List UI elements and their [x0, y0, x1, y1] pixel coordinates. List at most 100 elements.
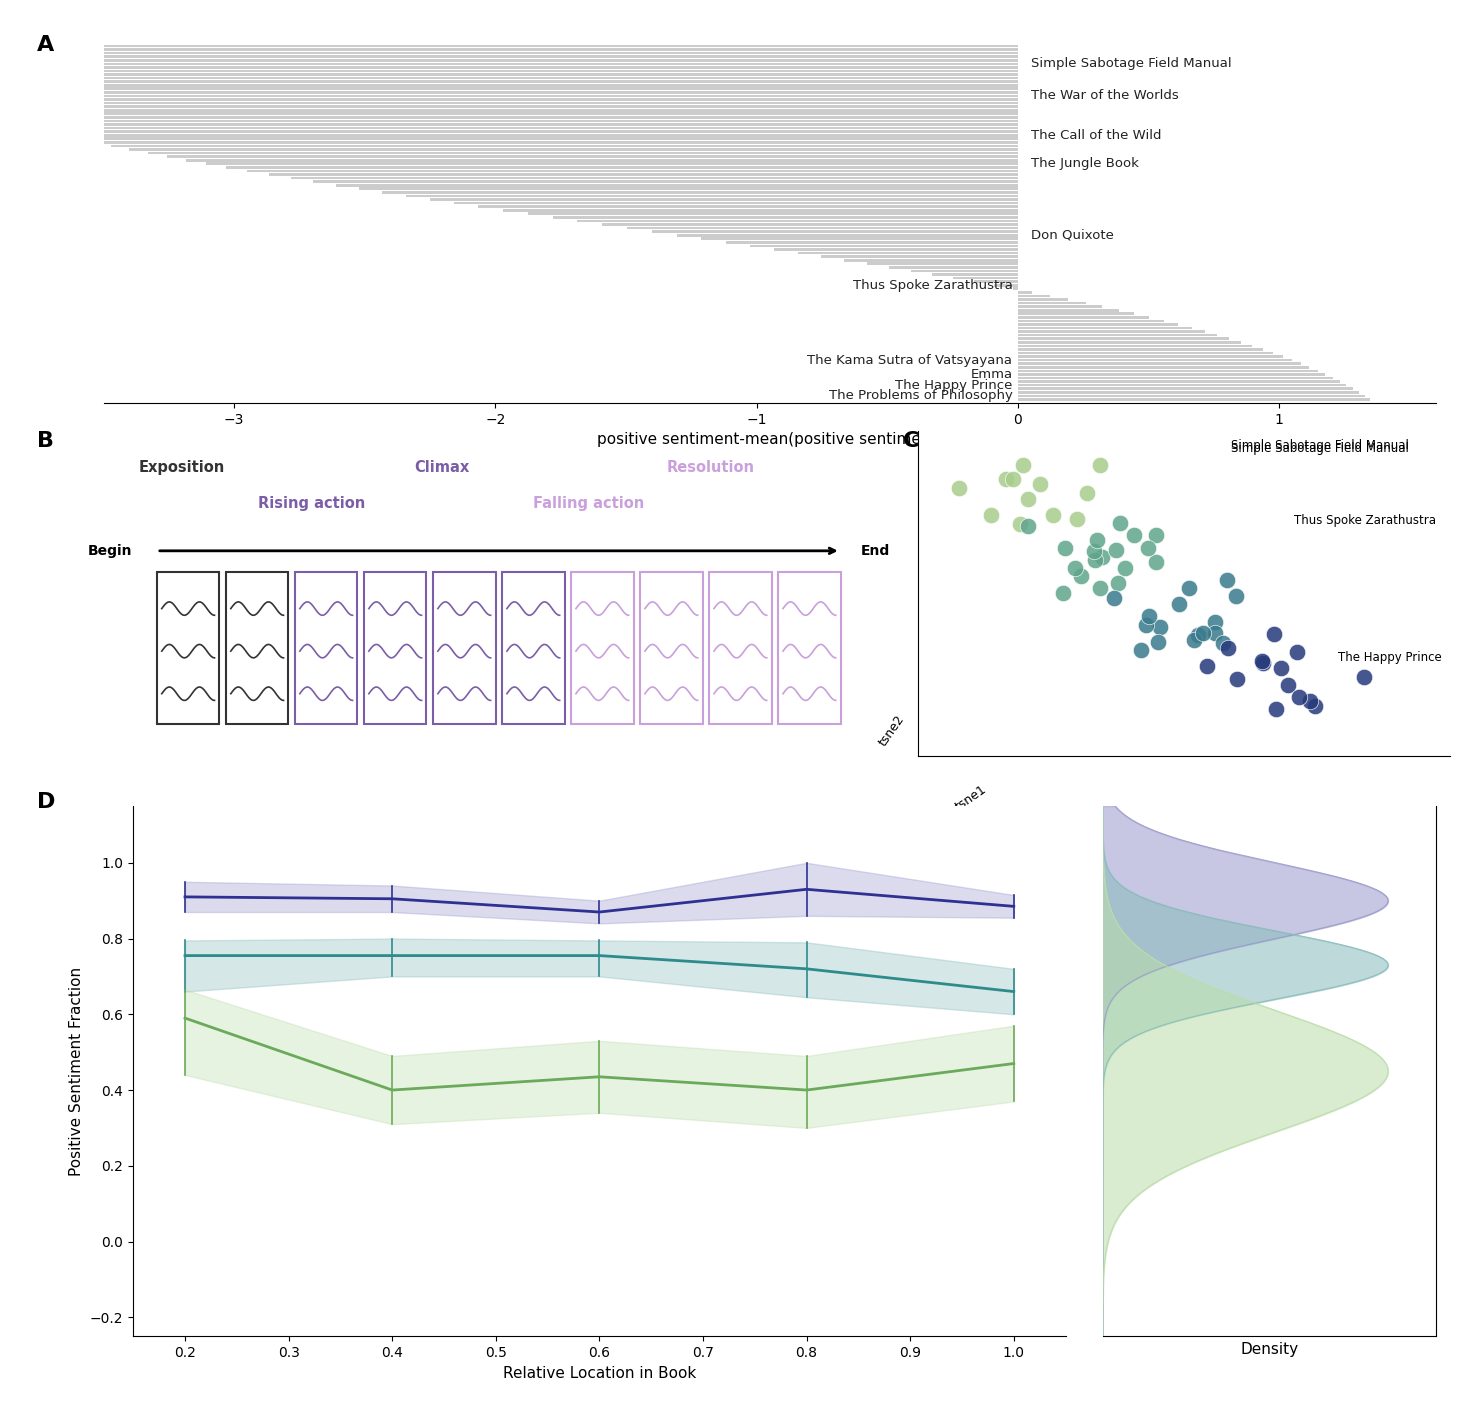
Bar — [247, 170, 1018, 173]
Bar — [478, 205, 1018, 208]
Bar — [0, 52, 1018, 55]
Bar — [867, 263, 1018, 264]
Bar — [1018, 308, 1119, 311]
Point — [1276, 673, 1299, 696]
Point — [1027, 474, 1051, 496]
Bar — [95, 141, 1018, 144]
Text: Simple Sabotage Field Manual: Simple Sabotage Field Manual — [1231, 441, 1409, 455]
Point — [1083, 549, 1107, 571]
Bar — [454, 202, 1018, 205]
Point — [1074, 481, 1098, 503]
X-axis label: Density: Density — [1240, 1342, 1298, 1357]
Text: Emma: Emma — [971, 368, 1012, 380]
Bar — [552, 216, 1018, 219]
Text: tsne1: tsne1 — [953, 782, 989, 813]
Bar — [0, 45, 1018, 47]
Point — [947, 477, 971, 499]
Point — [1017, 515, 1040, 537]
Point — [1288, 686, 1311, 708]
Bar — [16, 123, 1018, 126]
Point — [1066, 508, 1089, 530]
Bar — [774, 247, 1018, 250]
Bar — [953, 277, 1018, 280]
Bar — [1018, 395, 1365, 397]
Bar — [30, 127, 1018, 130]
Text: B: B — [37, 431, 53, 451]
Bar — [1018, 301, 1086, 304]
Bar — [295, 573, 358, 724]
Bar — [912, 270, 1018, 273]
Bar — [1018, 294, 1051, 297]
Bar — [1014, 287, 1018, 290]
Point — [1262, 622, 1286, 645]
Bar — [148, 151, 1018, 154]
Bar — [312, 181, 1018, 182]
Bar — [0, 113, 1018, 115]
Bar — [1018, 355, 1283, 358]
Bar — [709, 573, 771, 724]
Point — [1088, 577, 1111, 600]
Point — [993, 467, 1017, 489]
Bar — [0, 116, 1018, 119]
Point — [1107, 571, 1131, 594]
Point — [1194, 655, 1218, 677]
Point — [1215, 568, 1239, 591]
Point — [1217, 636, 1240, 659]
Point — [1191, 622, 1215, 645]
Y-axis label: Positive Sentiment Fraction: Positive Sentiment Fraction — [70, 967, 84, 1175]
Point — [1298, 690, 1322, 713]
Point — [1144, 525, 1168, 547]
Bar — [653, 230, 1018, 233]
Bar — [1018, 327, 1191, 329]
Point — [1353, 666, 1376, 689]
Bar — [186, 158, 1018, 161]
Bar — [1018, 383, 1347, 386]
Bar — [750, 245, 1018, 247]
Text: The Happy Prince: The Happy Prince — [895, 379, 1012, 392]
Bar — [577, 219, 1018, 222]
Bar — [167, 156, 1018, 158]
Bar — [676, 233, 1018, 236]
Bar — [639, 573, 703, 724]
Bar — [206, 163, 1018, 165]
Bar — [157, 573, 219, 724]
Bar — [0, 59, 1018, 62]
Text: Thus Spoke Zarathustra: Thus Spoke Zarathustra — [852, 279, 1012, 291]
Bar — [571, 573, 633, 724]
Point — [1148, 617, 1172, 639]
Point — [1104, 539, 1128, 561]
Bar — [1018, 373, 1325, 376]
Bar — [434, 573, 496, 724]
Text: The Happy Prince: The Happy Prince — [1338, 650, 1442, 665]
Bar — [725, 240, 1018, 243]
Bar — [1018, 380, 1339, 383]
Bar — [889, 266, 1018, 269]
Bar — [129, 148, 1018, 151]
Bar — [406, 195, 1018, 198]
Bar — [1018, 399, 1370, 400]
Point — [1147, 631, 1171, 653]
Point — [1183, 629, 1206, 652]
Bar — [932, 273, 1018, 276]
Bar — [0, 105, 1018, 107]
Text: Begin: Begin — [87, 544, 133, 559]
Point — [1252, 652, 1276, 674]
Bar — [358, 188, 1018, 189]
Bar — [778, 573, 841, 724]
Bar — [503, 209, 1018, 212]
Point — [1211, 632, 1234, 655]
Bar — [0, 69, 1018, 72]
Bar — [1018, 324, 1178, 325]
Bar — [1018, 369, 1317, 372]
Bar — [46, 130, 1018, 133]
Bar — [0, 66, 1018, 69]
Text: Climax: Climax — [414, 460, 469, 475]
Point — [1091, 546, 1114, 568]
Point — [1224, 584, 1248, 607]
Point — [1103, 587, 1126, 609]
Bar — [602, 223, 1018, 226]
Point — [1225, 667, 1249, 690]
Bar — [61, 134, 1018, 137]
Text: The Problems of Philosophy: The Problems of Philosophy — [829, 389, 1012, 403]
Bar — [226, 573, 289, 724]
